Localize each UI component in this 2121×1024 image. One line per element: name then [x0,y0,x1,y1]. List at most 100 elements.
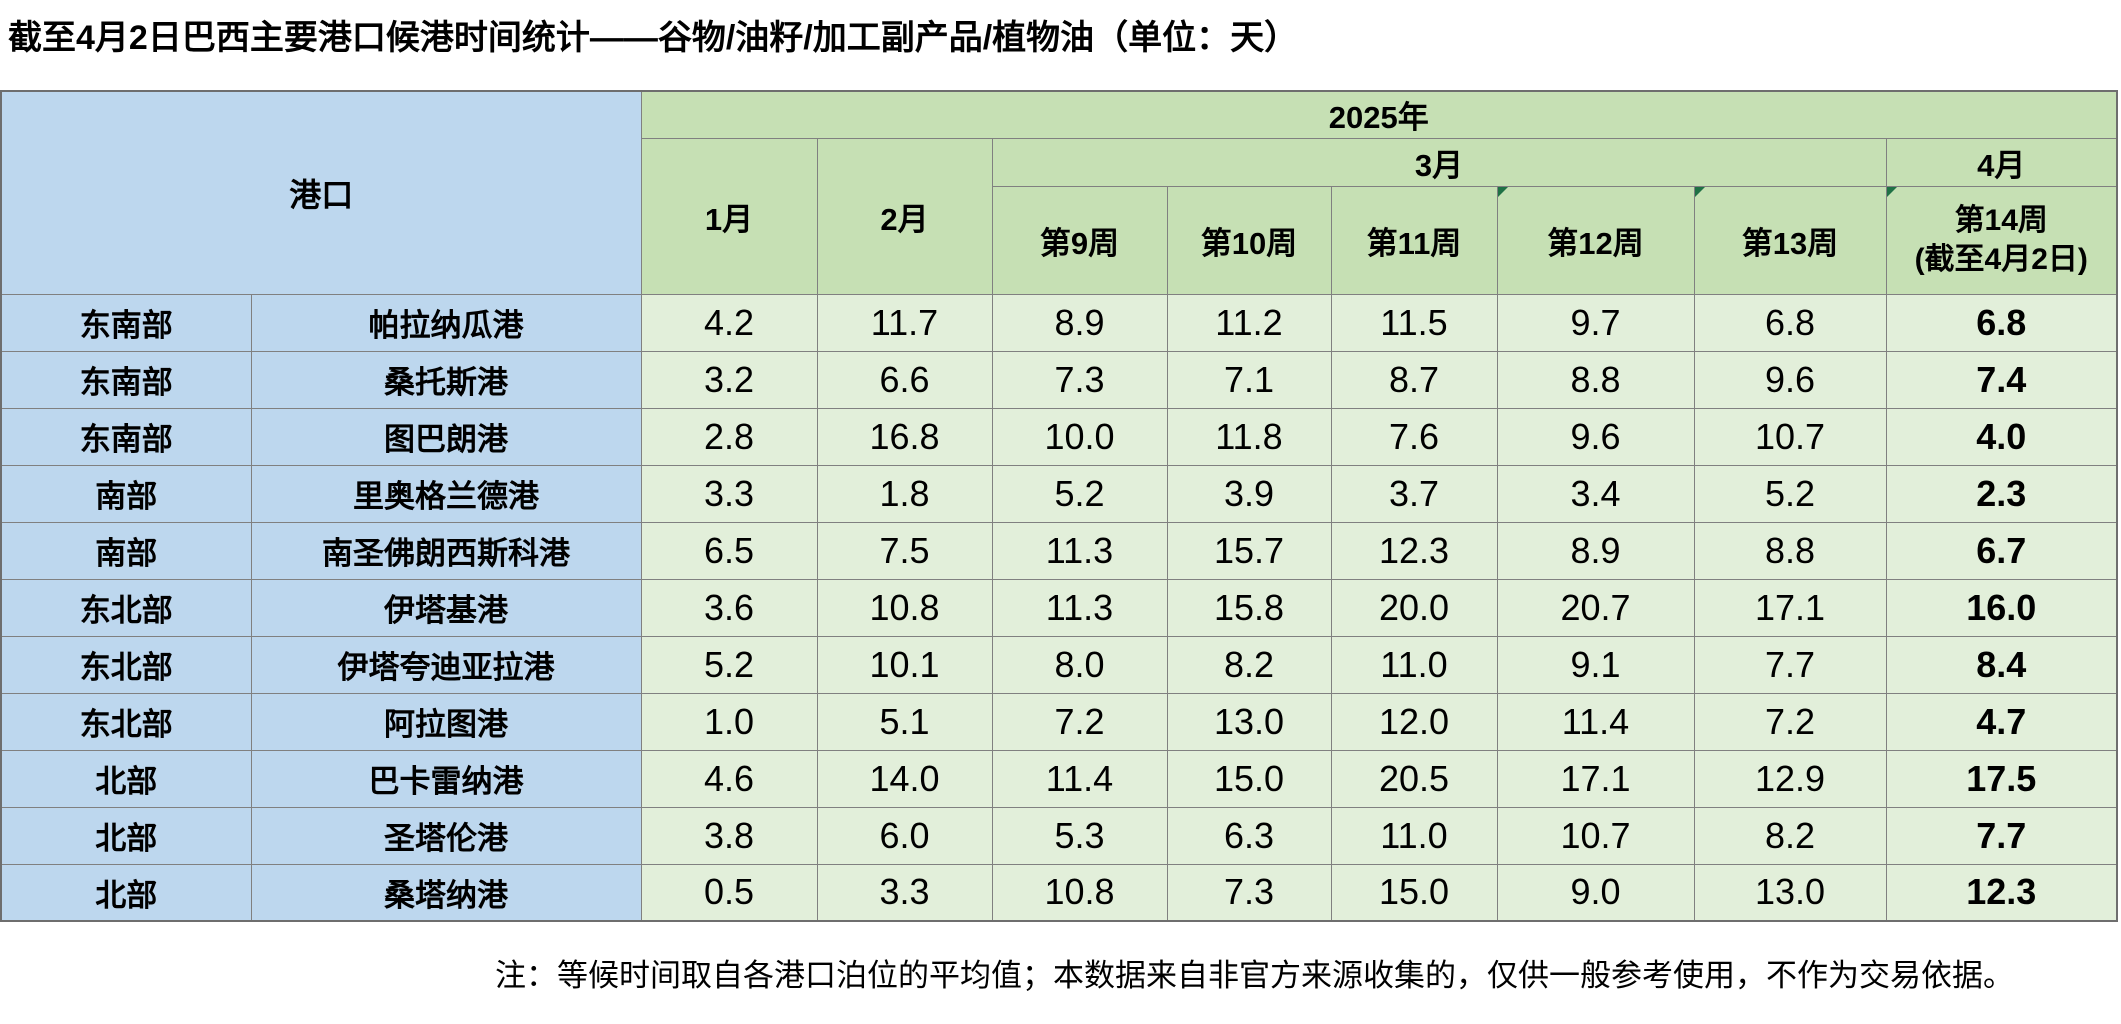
value-cell: 3.6 [640,578,818,637]
table-row: 东南部 桑托斯港 3.2 6.6 7.3 7.1 8.7 8.8 9.6 7.4 [0,350,2118,409]
value-cell: 5.2 [640,635,818,694]
value-cell: 4.0 [1885,407,2118,466]
value-cell: 10.0 [991,407,1168,466]
value-cell: 6.8 [1885,293,2118,352]
value-cell: 17.1 [1496,749,1695,808]
value-cell: 3.3 [640,464,818,523]
region-cell: 东北部 [0,578,252,637]
value-cell: 9.1 [1496,635,1695,694]
table-body: 东南部 帕拉纳瓜港 4.2 11.7 8.9 11.2 11.5 9.7 6.8 6.8 东南部 桑托… [0,293,2118,922]
value-cell: 11.7 [816,293,993,352]
value-cell: 8.8 [1693,521,1887,580]
value-cell: 7.1 [1166,350,1332,409]
port-name-cell: 伊塔基港 [250,578,642,637]
region-cell: 北部 [0,749,252,808]
value-cell: 11.8 [1166,407,1332,466]
value-cell: 3.2 [640,350,818,409]
week-header-12: 第12周 [1496,185,1695,295]
value-cell: 5.3 [991,806,1168,865]
port-name-cell: 帕拉纳瓜港 [250,293,642,352]
value-cell: 3.9 [1166,464,1332,523]
port-name-cell: 伊塔夸迪亚拉港 [250,635,642,694]
value-cell: 15.7 [1166,521,1332,580]
value-cell: 6.6 [816,350,993,409]
region-cell: 东北部 [0,692,252,751]
value-cell: 12.9 [1693,749,1887,808]
value-cell: 3.4 [1496,464,1695,523]
value-cell: 7.2 [1693,692,1887,751]
value-cell: 1.0 [640,692,818,751]
value-cell: 16.0 [1885,578,2118,637]
value-cell: 10.1 [816,635,993,694]
value-cell: 9.7 [1496,293,1695,352]
port-name-cell: 图巴朗港 [250,407,642,466]
value-cell: 6.5 [640,521,818,580]
value-cell: 7.5 [816,521,993,580]
value-cell: 0.5 [640,863,818,922]
table-row: 东北部 伊塔夸迪亚拉港 5.2 10.1 8.0 8.2 11.0 9.1 7.7 8.4 [0,635,2118,694]
port-waiting-time-table: 港口 2025年 1月 2月 3月 4月 第9周 第10周 第11周 第12周 … [0,90,2118,922]
value-cell: 11.4 [1496,692,1695,751]
value-cell: 10.8 [816,578,993,637]
value-cell: 12.3 [1885,863,2118,922]
value-cell: 12.3 [1330,521,1498,580]
week-header-14-line2: (截至4月2日) [1914,243,2088,276]
value-cell: 15.0 [1330,863,1498,922]
value-cell: 11.0 [1330,806,1498,865]
port-name-cell: 桑托斯港 [250,350,642,409]
value-cell: 11.5 [1330,293,1498,352]
value-cell: 8.2 [1166,635,1332,694]
value-cell: 4.2 [640,293,818,352]
month-header-jan: 1月 [640,137,818,295]
value-cell: 7.7 [1885,806,2118,865]
value-cell: 20.7 [1496,578,1695,637]
footnote: 注：等候时间取自各港口泊位的平均值；本数据来自非官方来源收集的，仅供一般参考使用… [495,958,2014,993]
value-cell: 7.4 [1885,350,2118,409]
year-header: 2025年 [640,90,2118,139]
value-cell: 3.7 [1330,464,1498,523]
value-cell: 17.1 [1693,578,1887,637]
week-header-14: 第14周 (截至4月2日) [1885,185,2118,295]
value-cell: 10.8 [991,863,1168,922]
value-cell: 11.4 [991,749,1168,808]
value-cell: 6.0 [816,806,993,865]
region-cell: 东北部 [0,635,252,694]
value-cell: 8.8 [1496,350,1695,409]
value-cell: 15.8 [1166,578,1332,637]
value-cell: 6.8 [1693,293,1887,352]
port-column-header: 港口 [0,90,642,295]
value-cell: 10.7 [1496,806,1695,865]
value-cell: 13.0 [1693,863,1887,922]
week-header-9: 第9周 [991,185,1168,295]
value-cell: 4.6 [640,749,818,808]
week-header-11: 第11周 [1330,185,1498,295]
value-cell: 2.3 [1885,464,2118,523]
week-header-14-line1: 第14周 [1954,204,2048,237]
port-name-cell: 里奥格兰德港 [250,464,642,523]
value-cell: 11.2 [1166,293,1332,352]
value-cell: 8.0 [991,635,1168,694]
value-cell: 7.2 [991,692,1168,751]
region-cell: 东南部 [0,293,252,352]
table-row: 北部 巴卡雷纳港 4.6 14.0 11.4 15.0 20.5 17.1 12.9 17.5 [0,749,2118,808]
value-cell: 1.8 [816,464,993,523]
port-name-cell: 南圣佛朗西斯科港 [250,521,642,580]
value-cell: 3.8 [640,806,818,865]
value-cell: 11.3 [991,578,1168,637]
value-cell: 5.2 [1693,464,1887,523]
port-name-cell: 巴卡雷纳港 [250,749,642,808]
value-cell: 2.8 [640,407,818,466]
value-cell: 12.0 [1330,692,1498,751]
month-header-mar: 3月 [991,137,1887,187]
table-row: 北部 桑塔纳港 0.5 3.3 10.8 7.3 15.0 9.0 13.0 12.3 [0,863,2118,922]
value-cell: 17.5 [1885,749,2118,808]
region-cell: 北部 [0,863,252,922]
table-row: 北部 圣塔伦港 3.8 6.0 5.3 6.3 11.0 10.7 8.2 7.7 [0,806,2118,865]
table-row: 东南部 图巴朗港 2.8 16.8 10.0 11.8 7.6 9.6 10.7 4.0 [0,407,2118,466]
value-cell: 11.3 [991,521,1168,580]
value-cell: 7.3 [991,350,1168,409]
value-cell: 4.7 [1885,692,2118,751]
value-cell: 9.0 [1496,863,1695,922]
value-cell: 6.7 [1885,521,2118,580]
value-cell: 8.9 [991,293,1168,352]
